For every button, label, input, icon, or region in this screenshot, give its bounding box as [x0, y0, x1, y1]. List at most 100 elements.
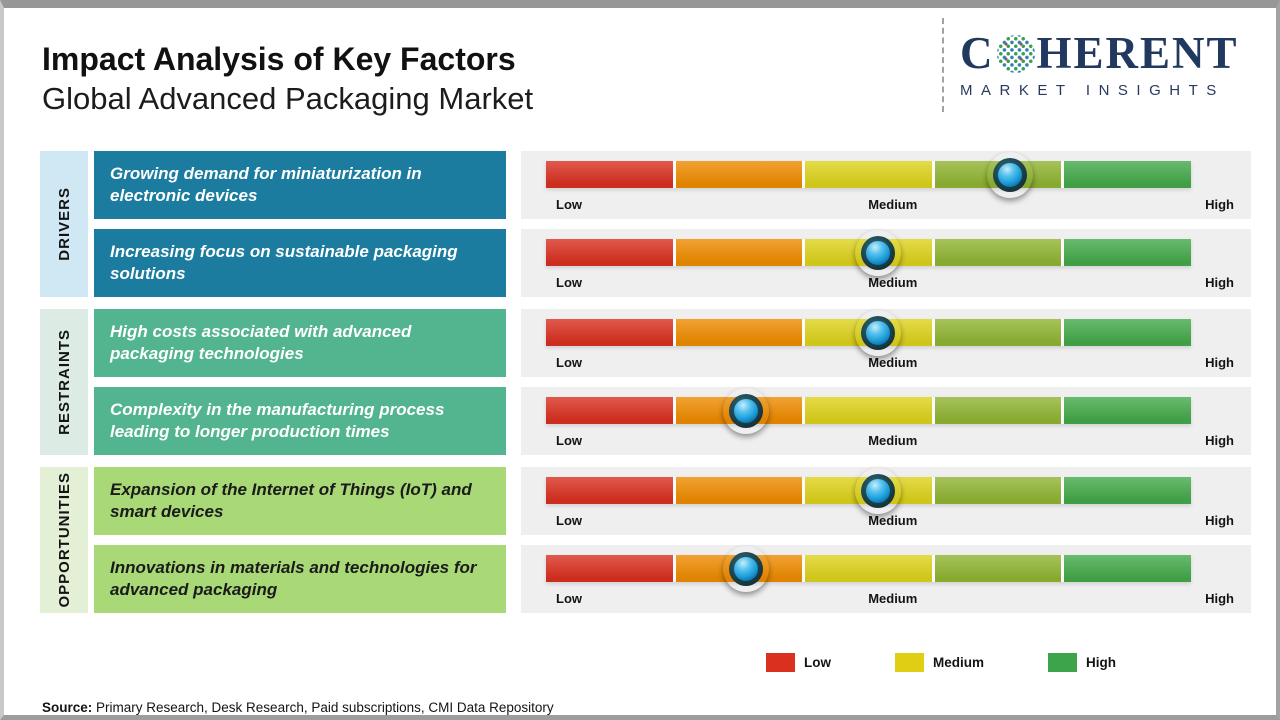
impact-slider-knob[interactable] [855, 468, 901, 514]
scale-label-medium: Medium [868, 433, 918, 448]
scale-label-high: High [1205, 433, 1234, 448]
logo-tagline: MARKET INSIGHTS [960, 82, 1225, 99]
source-prefix: Source: [42, 700, 93, 715]
bar-segment-4 [934, 397, 1062, 424]
bar-segment-1 [546, 477, 673, 504]
bar-segment-5 [1064, 397, 1191, 424]
scale-label-low: Low [556, 355, 582, 370]
impact-slider-panel: Low Medium High [521, 151, 1251, 219]
scale-label-medium: Medium [868, 513, 918, 528]
scale-label-low: Low [556, 433, 582, 448]
legend-item: Medium [895, 653, 984, 672]
scale-label-high: High [1205, 355, 1234, 370]
bar-segment-1 [546, 555, 673, 582]
legend-label: Low [804, 655, 831, 670]
knob-glossy-center [733, 398, 758, 423]
factor-row: Complexity in the manufacturing process … [94, 387, 1251, 455]
bar-segment-2 [675, 161, 803, 188]
factor-box: High costs associated with advanced pack… [94, 309, 506, 377]
bar-segment-3 [805, 555, 932, 582]
bar-segment-4 [934, 319, 1062, 346]
bar-segment-3 [805, 397, 932, 424]
factor-text: High costs associated with advanced pack… [110, 321, 412, 363]
impact-bar[interactable] [546, 393, 1191, 428]
scale-labels: Low Medium High [546, 355, 1234, 371]
bar-segment-1 [546, 319, 673, 346]
category-box: RESTRAINTS [40, 309, 88, 455]
impact-bar[interactable] [546, 315, 1191, 350]
bar-segment-1 [546, 239, 673, 266]
scale-labels: Low Medium High [546, 433, 1234, 449]
bar-segment-4 [934, 477, 1062, 504]
impact-bar[interactable] [546, 235, 1191, 270]
factor-row: High costs associated with advanced pack… [94, 309, 1251, 377]
impact-slider-panel: Low Medium High [521, 467, 1251, 535]
factor-text: Complexity in the manufacturing process … [110, 399, 445, 441]
scale-labels: Low Medium High [546, 513, 1234, 529]
impact-groups: DRIVERS Growing demand for miniaturizati… [40, 151, 1251, 613]
bar-segment-4 [934, 555, 1062, 582]
category-box: OPPORTUNITIES [40, 467, 88, 613]
logo-letters-rest: HERENT [1036, 28, 1239, 78]
scale-label-low: Low [556, 275, 582, 290]
legend-swatch [895, 653, 924, 672]
scale-labels: Low Medium High [546, 197, 1234, 213]
factor-box: Growing demand for miniaturization in el… [94, 151, 506, 219]
scale-label-high: High [1205, 197, 1234, 212]
scale-label-high: High [1205, 513, 1234, 528]
category-label: OPPORTUNITIES [55, 472, 73, 608]
impact-slider-panel: Low Medium High [521, 387, 1251, 455]
impact-slider-knob[interactable] [855, 310, 901, 356]
impact-bar[interactable] [546, 157, 1191, 192]
scale-labels: Low Medium High [546, 591, 1234, 607]
factor-group: OPPORTUNITIES Expansion of the Internet … [40, 467, 1251, 613]
factor-text: Innovations in materials and technologie… [110, 557, 477, 599]
bar-segment-5 [1064, 319, 1191, 346]
bar-segment-1 [546, 161, 673, 188]
factor-text: Growing demand for miniaturization in el… [110, 163, 422, 205]
factor-row: Growing demand for miniaturization in el… [94, 151, 1251, 219]
impact-slider-panel: Low Medium High [521, 545, 1251, 613]
factor-box: Expansion of the Internet of Things (IoT… [94, 467, 506, 535]
bar-segment-2 [675, 239, 803, 266]
bar-segment-2 [675, 477, 803, 504]
bar-segment-1 [546, 397, 673, 424]
factor-row: Increasing focus on sustainable packagin… [94, 229, 1251, 297]
scale-label-medium: Medium [868, 355, 918, 370]
factor-row: Innovations in materials and technologie… [94, 545, 1251, 613]
scale-label-medium: Medium [868, 197, 918, 212]
bar-segment-2 [675, 319, 803, 346]
source-text: Primary Research, Desk Research, Paid su… [92, 700, 554, 715]
logo-letter-c: C [960, 28, 995, 78]
legend-item: High [1048, 653, 1116, 672]
knob-glossy-center [866, 478, 891, 503]
scale-label-low: Low [556, 591, 582, 606]
legend-item: Low [766, 653, 831, 672]
factor-box: Increasing focus on sustainable packagin… [94, 229, 506, 297]
bar-segment-4 [934, 239, 1062, 266]
impact-slider-knob[interactable] [855, 230, 901, 276]
group-rows: High costs associated with advanced pack… [94, 309, 1251, 455]
bar-segment-5 [1064, 477, 1191, 504]
source-line: Source: Primary Research, Desk Research,… [42, 700, 554, 715]
legend-label: High [1086, 655, 1117, 670]
knob-glossy-center [998, 162, 1023, 187]
impact-slider-panel: Low Medium High [521, 229, 1251, 297]
logo-wordmark: C HERENT [960, 31, 1258, 76]
impact-slider-knob[interactable] [723, 546, 769, 592]
factor-box: Complexity in the manufacturing process … [94, 387, 506, 455]
legend-swatch [1048, 653, 1078, 672]
impact-bar[interactable] [546, 551, 1191, 586]
impact-bar[interactable] [546, 473, 1191, 508]
knob-glossy-center [866, 320, 891, 345]
scale-label-medium: Medium [868, 591, 918, 606]
factor-text: Increasing focus on sustainable packagin… [110, 241, 458, 283]
scale-label-low: Low [556, 513, 582, 528]
page-title: Impact Analysis of Key Factors [42, 41, 516, 77]
impact-slider-knob[interactable] [987, 152, 1033, 198]
scale-label-high: High [1205, 591, 1234, 606]
scale-label-low: Low [556, 197, 582, 212]
impact-slider-knob[interactable] [723, 388, 769, 434]
group-rows: Expansion of the Internet of Things (IoT… [94, 467, 1251, 613]
